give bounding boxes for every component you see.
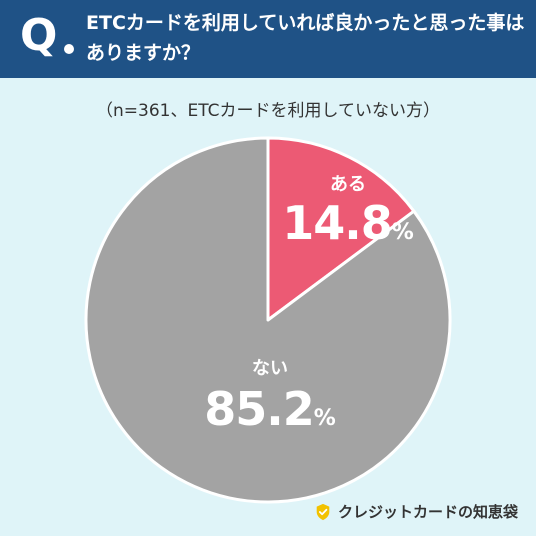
slice-category-no: ない	[252, 358, 288, 379]
slice-value-yes: 14.8	[282, 196, 392, 250]
question-title: ETCカードを利用していれば良かったと思った事はありますか？	[86, 12, 525, 64]
slice-unit-no: %	[313, 406, 336, 431]
check-badge-icon	[316, 503, 330, 520]
sample-note: （n=361、ETCカードを利用していない方）	[96, 101, 440, 121]
q-dot	[64, 44, 74, 54]
pie-slice-no	[84, 136, 452, 504]
brand-name: クレジットカードの知恵袋	[337, 503, 518, 521]
slice-unit-yes: %	[391, 220, 414, 245]
header-bar: Q ETCカードを利用していれば良かったと思った事はありますか？	[0, 0, 536, 78]
pie-slice-yes	[266, 136, 416, 322]
q-mark: Q	[20, 10, 58, 61]
slice-category-yes: ある	[330, 174, 366, 195]
brand-logo: クレジットカードの知恵袋	[314, 501, 518, 522]
slice-value-no: 85.2	[204, 382, 314, 436]
slice-label-yes: ある 14.8%	[268, 170, 428, 246]
slice-label-no: ない 85.2%	[170, 354, 370, 432]
